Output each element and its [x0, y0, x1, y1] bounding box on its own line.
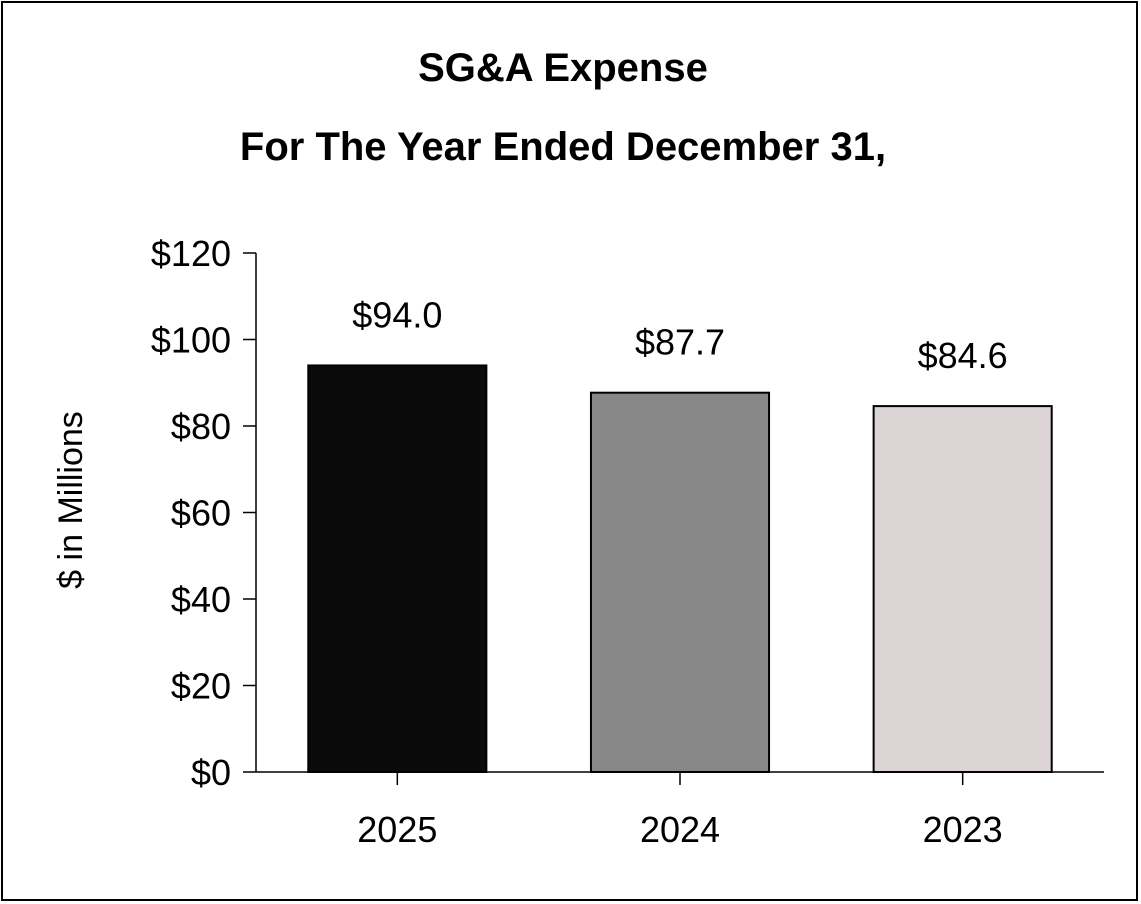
x-axis: 2025 2024 2023	[256, 771, 1104, 850]
bar-series	[307, 364, 1053, 773]
bar-2025	[307, 364, 488, 773]
y-tick-label: $120	[151, 233, 231, 274]
data-label-2025: $94.0	[352, 294, 442, 335]
bar-2024	[589, 391, 771, 773]
y-tick-label: $40	[171, 579, 231, 620]
bar-2023	[872, 405, 1053, 773]
y-tick-label: $100	[151, 320, 231, 361]
data-label-2024: $87.7	[635, 322, 725, 363]
chart-subtitle: For The Year Ended December 31,	[240, 125, 886, 169]
y-tick-label: $60	[171, 493, 231, 534]
x-tick-label: 2024	[640, 809, 720, 850]
y-axis: $0 $20 $40 $60 $80 $100 $120	[151, 233, 257, 793]
y-tick-label: $80	[171, 406, 231, 447]
data-labels: $94.0 $87.7 $84.6	[352, 294, 1007, 376]
y-axis-label: $ in Millions	[52, 411, 90, 589]
x-tick-label: 2023	[923, 809, 1003, 850]
y-tick-label: $20	[171, 666, 231, 707]
y-tick-label: $0	[191, 752, 231, 793]
chart-title: SG&A Expense	[418, 46, 708, 90]
data-label-2023: $84.6	[918, 335, 1008, 376]
x-tick-label: 2025	[357, 809, 437, 850]
